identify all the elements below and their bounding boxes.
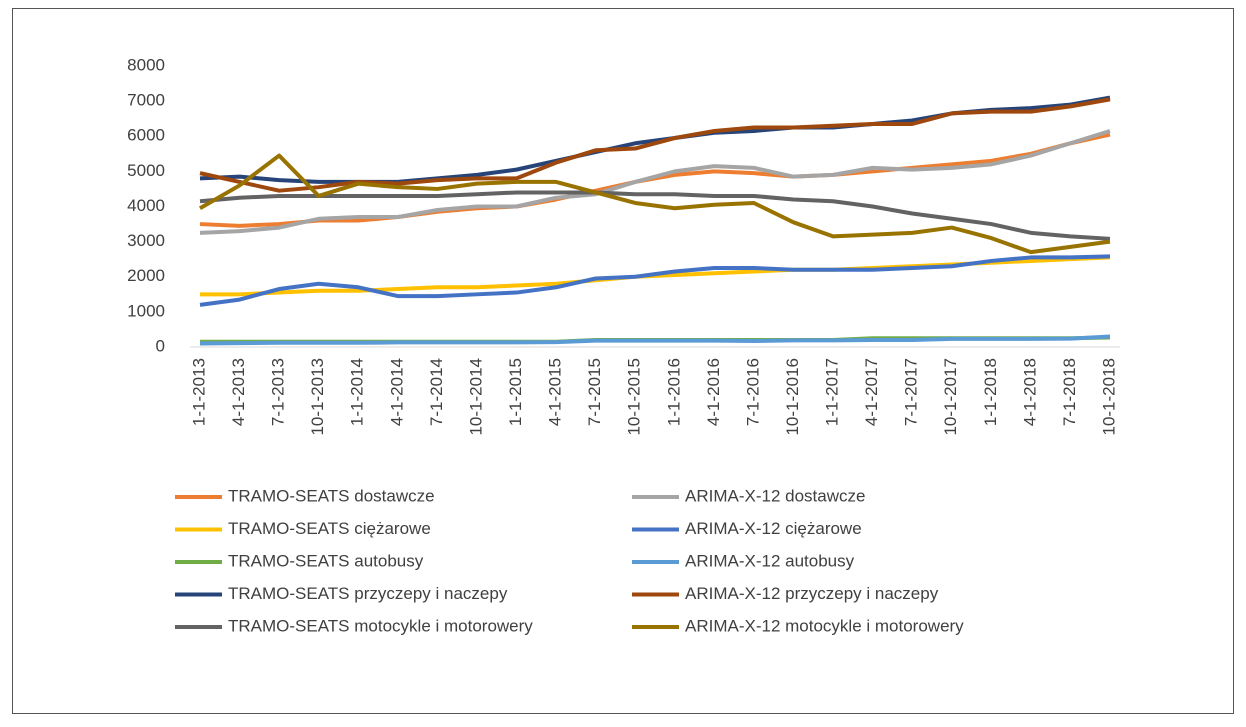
- x-tick-label: 4-1-2015: [546, 358, 565, 426]
- legend-label: ARIMA-X-12 dostawcze: [685, 486, 865, 505]
- legend-label: ARIMA-X-12 motocykle i motorowery: [685, 616, 964, 635]
- y-tick-label: 3000: [127, 231, 165, 250]
- series-line: [199, 254, 1111, 307]
- x-tick-label: 10-1-2013: [308, 358, 327, 436]
- legend-label: ARIMA-X-12 przyczepy i naczepy: [685, 584, 939, 603]
- x-tick-label: 10-1-2016: [783, 358, 802, 436]
- y-tick-label: 0: [156, 336, 165, 355]
- x-tick-label: 7-1-2016: [743, 358, 762, 426]
- x-tick-label: 10-1-2017: [941, 358, 960, 436]
- legend-label: TRAMO-SEATS ciężarowe: [228, 519, 431, 538]
- x-tick-label: 1-1-2018: [981, 358, 1000, 426]
- legend-label: TRAMO-SEATS motocykle i motorowery: [228, 616, 533, 635]
- y-tick-label: 4000: [127, 196, 165, 215]
- legend-label: TRAMO-SEATS przyczepy i naczepy: [228, 584, 508, 603]
- series-line: [199, 190, 1111, 241]
- x-tick-label: 10-1-2015: [625, 358, 644, 436]
- x-tick-label: 1-1-2015: [506, 358, 525, 426]
- series-line: [199, 334, 1111, 346]
- x-tick-label: 1-1-2013: [189, 358, 208, 426]
- y-tick-label: 5000: [127, 161, 165, 180]
- legend-label: ARIMA-X-12 ciężarowe: [685, 519, 862, 538]
- y-tick-label: 2000: [127, 266, 165, 285]
- x-tick-label: 4-1-2017: [862, 358, 881, 426]
- y-tick-label: 1000: [127, 301, 165, 320]
- series-line: [199, 153, 1111, 255]
- series-line: [199, 97, 1111, 193]
- x-tick-label: 4-1-2018: [1020, 358, 1039, 426]
- x-tick-label: 4-1-2016: [704, 358, 723, 426]
- x-tick-label: 1-1-2016: [664, 358, 683, 426]
- x-tick-label: 7-1-2013: [269, 358, 288, 426]
- x-tick-label: 1-1-2014: [348, 358, 367, 426]
- series-line: [199, 129, 1111, 235]
- x-tick-label: 1-1-2017: [823, 358, 842, 426]
- x-tick-label: 4-1-2014: [387, 358, 406, 426]
- legend-label: TRAMO-SEATS dostawcze: [228, 486, 435, 505]
- legend-label: ARIMA-X-12 autobusy: [685, 551, 855, 570]
- y-tick-label: 7000: [127, 91, 165, 110]
- legend-label: TRAMO-SEATS autobusy: [228, 551, 424, 570]
- x-tick-label: 10-1-2018: [1099, 358, 1118, 436]
- x-tick-label: 10-1-2014: [466, 358, 485, 436]
- x-tick-label: 7-1-2017: [902, 358, 921, 426]
- y-tick-label: 6000: [127, 126, 165, 145]
- x-tick-label: 7-1-2015: [585, 358, 604, 426]
- x-tick-label: 4-1-2013: [229, 358, 248, 426]
- y-tick-label: 8000: [127, 55, 165, 74]
- x-tick-label: 7-1-2018: [1060, 358, 1079, 426]
- x-tick-label: 7-1-2014: [427, 358, 446, 426]
